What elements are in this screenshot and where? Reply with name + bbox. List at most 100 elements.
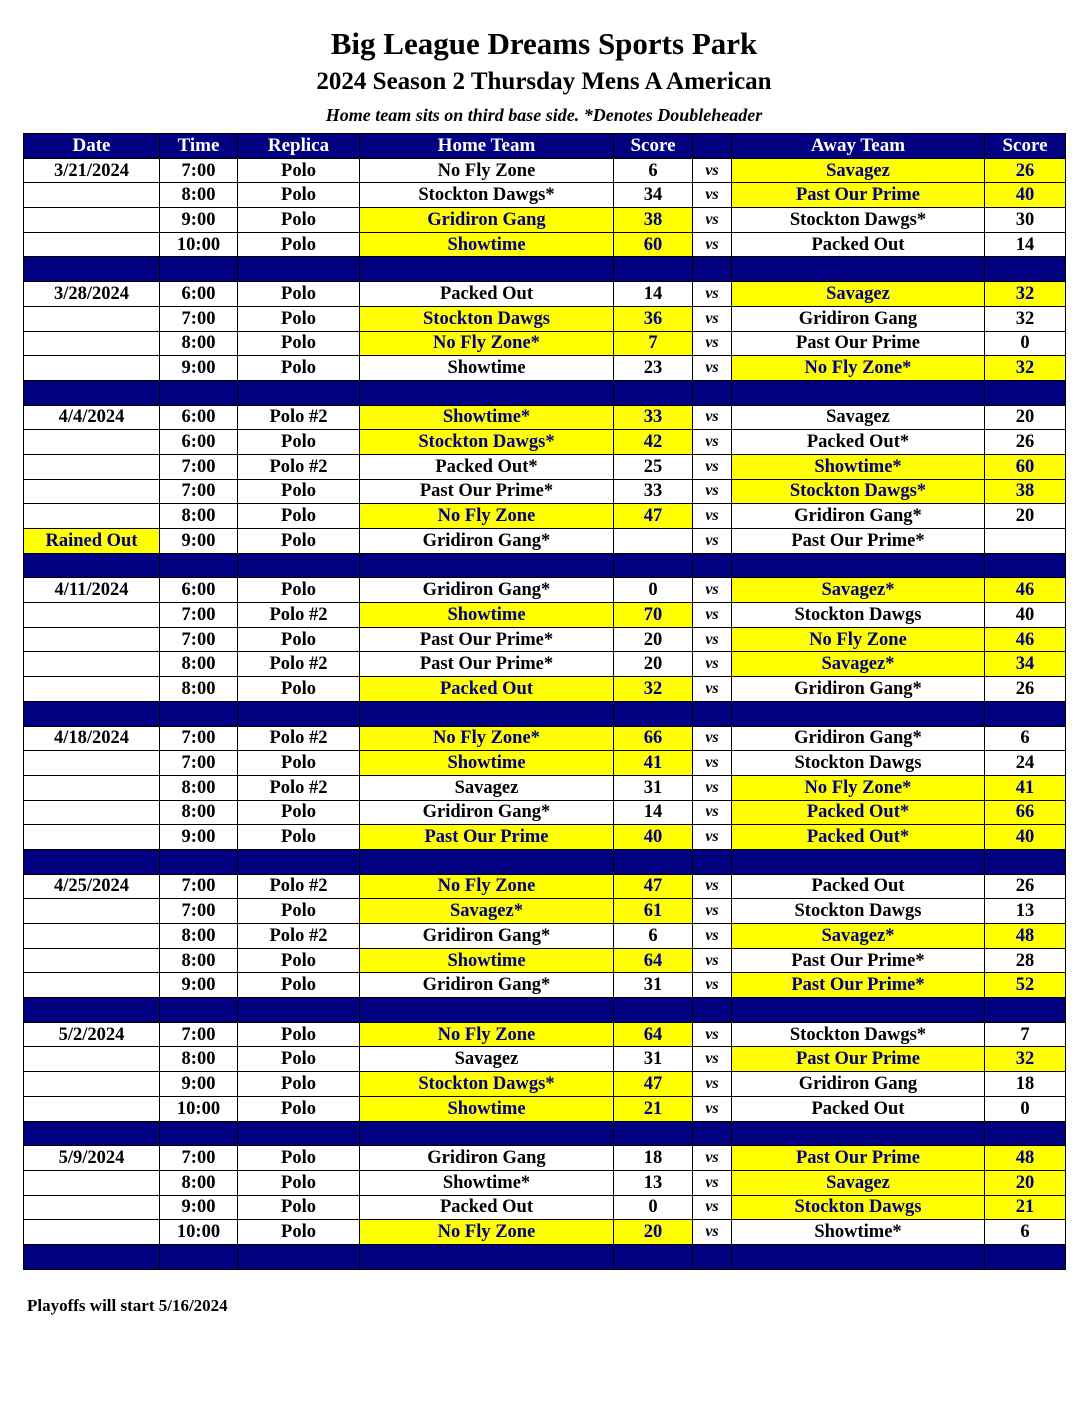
date-cell [23, 799, 160, 826]
game-row: 4/4/2024 6:00 Polo #2 Showtime* 33 vs Savagez 2… [23, 404, 1066, 431]
replica-cell: Polo #2 [237, 651, 360, 678]
game-row: 8:00 Polo #2 Savagez 31 vs No Fly Zone* 41 [23, 774, 1066, 801]
away-team-cell: Past Our Prime [731, 182, 985, 209]
vs-cell: vs [692, 725, 732, 752]
game-row: 10:00 Polo No Fly Zone 20 vs Showtime* 6 [23, 1219, 1066, 1245]
time-cell: 7:00 [159, 305, 238, 332]
separator-cell [359, 1120, 614, 1147]
separator-cell [731, 1120, 985, 1147]
vs-cell: vs [692, 305, 732, 332]
home-team-cell: Stockton Dawgs* [359, 182, 614, 209]
game-row: 8:00 Polo Showtime 64 vs Past Our Prime* 28 [23, 947, 1066, 974]
game-row: 7:00 Polo #2 Showtime 70 vs Stockton Dawgs 40 [23, 602, 1066, 628]
home-score-cell: 31 [613, 972, 693, 999]
home-score-cell: 23 [613, 355, 693, 381]
home-team-cell: No Fly Zone [359, 1021, 614, 1048]
vs-cell: vs [692, 626, 732, 653]
separator-cell [692, 1120, 732, 1147]
separator-cell [613, 1120, 693, 1147]
home-team-cell: No Fly Zone [359, 503, 614, 529]
page-title: Big League Dreams Sports Park [330, 26, 758, 61]
away-team-cell: Stockton Dawgs* [731, 478, 985, 505]
schedule-table: Date Time Replica Home Team Score Away T… [23, 133, 1066, 1270]
time-cell: 9:00 [159, 972, 238, 999]
away-team-cell: Past Our Prime [731, 330, 985, 357]
home-score-cell: 14 [613, 799, 693, 826]
replica-cell: Polo #2 [237, 774, 360, 801]
time-cell: 9:00 [159, 207, 238, 233]
separator-cell [731, 1243, 985, 1270]
col-replica: Replica [237, 133, 360, 159]
away-score-cell: 66 [984, 799, 1066, 826]
replica-cell: Polo #2 [237, 453, 360, 480]
home-team-cell: Showtime [359, 355, 614, 381]
home-score-cell: 47 [613, 503, 693, 529]
separator-row [23, 997, 1066, 1023]
time-cell: 8:00 [159, 182, 238, 209]
game-row: 8:00 Polo Savagez 31 vs Past Our Prime 32 [23, 1046, 1066, 1073]
replica-cell: Polo [237, 799, 360, 826]
separator-cell [613, 256, 693, 283]
game-row: 8:00 Polo #2 Gridiron Gang* 6 vs Savagez* 48 [23, 923, 1066, 949]
vs-cell: vs [692, 577, 732, 604]
separator-cell [237, 1243, 360, 1270]
separator-cell [23, 552, 160, 579]
away-score-cell: 14 [984, 231, 1066, 258]
home-score-cell: 38 [613, 207, 693, 233]
home-score-cell: 21 [613, 1095, 693, 1122]
away-score-cell: 52 [984, 972, 1066, 999]
separator-cell [731, 379, 985, 406]
time-cell: 8:00 [159, 330, 238, 357]
home-team-cell: Showtime [359, 602, 614, 628]
replica-cell: Polo [237, 528, 360, 554]
separator-cell [359, 848, 614, 875]
separator-cell [159, 1243, 238, 1270]
home-team-cell: Savagez [359, 1046, 614, 1073]
away-team-cell: Gridiron Gang* [731, 676, 985, 702]
replica-cell: Polo #2 [237, 725, 360, 752]
schedule-note: Home team sits on third base side. *Deno… [325, 105, 763, 125]
away-team-cell: Savagez* [731, 923, 985, 949]
time-cell: 8:00 [159, 1169, 238, 1196]
separator-cell [159, 848, 238, 875]
separator-cell [984, 552, 1066, 579]
home-team-cell: Past Our Prime* [359, 626, 614, 653]
time-cell: 7:00 [159, 725, 238, 752]
vs-cell: vs [692, 207, 732, 233]
vs-cell: vs [692, 799, 732, 826]
separator-cell [359, 700, 614, 727]
away-team-cell: Savagez [731, 157, 985, 184]
home-team-cell: Gridiron Gang* [359, 528, 614, 554]
away-score-cell: 26 [984, 873, 1066, 900]
vs-cell: vs [692, 429, 732, 455]
vs-cell: vs [692, 651, 732, 678]
away-team-cell: Savagez* [731, 651, 985, 678]
home-team-cell: Past Our Prime* [359, 651, 614, 678]
separator-cell [984, 1120, 1066, 1147]
game-row: 7:00 Polo Showtime 41 vs Stockton Dawgs 24 [23, 750, 1066, 776]
separator-cell [23, 848, 160, 875]
game-row: 8:00 Polo No Fly Zone* 7 vs Past Our Prime 0 [23, 330, 1066, 357]
vs-cell: vs [692, 1021, 732, 1048]
away-team-cell: Savagez* [731, 577, 985, 604]
replica-cell: Polo [237, 330, 360, 357]
away-team-cell: Past Our Prime* [731, 972, 985, 999]
vs-cell: vs [692, 972, 732, 999]
date-cell: 4/11/2024 [23, 577, 160, 604]
vs-cell: vs [692, 1194, 732, 1221]
away-score-cell: 32 [984, 355, 1066, 381]
away-score-cell: 20 [984, 503, 1066, 529]
home-team-cell: Packed Out [359, 1194, 614, 1221]
away-team-cell: Gridiron Gang [731, 305, 985, 332]
away-score-cell: 0 [984, 330, 1066, 357]
date-cell: 5/9/2024 [23, 1145, 160, 1171]
game-row: 4/18/2024 7:00 Polo #2 No Fly Zone* 66 vs Grid… [23, 725, 1066, 752]
game-row: 10:00 Polo Showtime 21 vs Packed Out 0 [23, 1095, 1066, 1122]
vs-cell: vs [692, 676, 732, 702]
home-team-cell: Savagez* [359, 898, 614, 924]
home-team-cell: Showtime [359, 1095, 614, 1122]
away-team-cell: Stockton Dawgs* [731, 207, 985, 233]
replica-cell: Polo [237, 824, 360, 850]
footer-note: Playoffs will start 5/16/2024 [27, 1296, 228, 1315]
time-cell: 8:00 [159, 947, 238, 974]
